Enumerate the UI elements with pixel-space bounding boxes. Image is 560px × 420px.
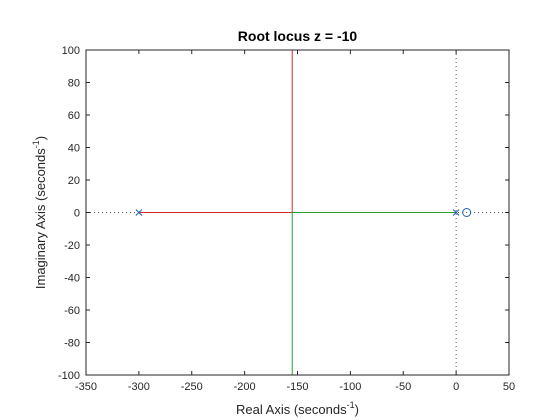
markers-layer [135,208,472,217]
y-tick-label: -60 [64,305,80,317]
y-tick-label: -20 [64,240,80,252]
pole-marker-2 [452,209,460,216]
chart-title: Root locus z = -10 [238,28,358,44]
y-tick-label: 100 [62,45,80,57]
x-tick-label: 0 [453,381,459,393]
y-tick-label: 0 [74,208,80,220]
x-tick-label: -300 [128,381,150,393]
x-axis-label-prefix: Real Axis (seconds [236,402,347,417]
y-axis-label-prefix: Imaginary Axis (seconds [33,148,48,289]
locus-branch-2 [291,212,457,375]
y-tick-label: -100 [58,370,80,382]
series-layer [138,50,457,375]
x-tick-label: -100 [339,381,361,393]
pole-marker-1 [135,209,143,216]
y-axis-label-exponent: -1 [31,140,41,148]
y-axis-label-suffix: ) [33,136,48,140]
x-axis-label: Real Axis (seconds-1) [236,400,359,417]
x-axis-label-suffix: ) [355,402,359,417]
pole-marker-stroke [135,209,143,216]
zero-marker-1 [462,208,472,217]
x-tick-label: -150 [286,381,308,393]
y-tick-label: 20 [68,175,80,187]
x-tick-label: -200 [234,381,256,393]
pole-marker-stroke [452,209,460,216]
x-tick-label: -50 [395,381,411,393]
ticks-layer: -350 -300 -250 -200 -150 -100 -50 0 50-100-80-60… [58,45,515,393]
x-axis-label-exponent: -1 [347,400,355,410]
x-tick-label: -350 [75,381,97,393]
y-tick-label: 80 [68,78,80,90]
y-tick-label: -80 [64,338,80,350]
y-axis-label: Imaginary Axis (seconds-1) [31,136,48,289]
y-tick-label: 60 [68,110,80,122]
y-tick-label: 40 [68,143,80,155]
x-tick-label: 50 [503,381,515,393]
x-tick-label: -250 [181,381,203,393]
y-tick-label: -40 [64,273,80,285]
